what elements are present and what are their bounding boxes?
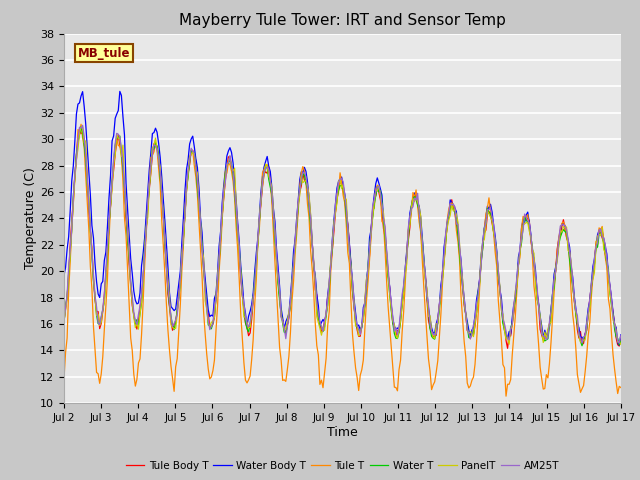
Water T bbox=[246, 322, 254, 327]
PanelT bbox=[246, 324, 254, 330]
Water T bbox=[589, 269, 596, 275]
Water T bbox=[228, 161, 236, 167]
Line: Water T: Water T bbox=[64, 126, 621, 346]
Line: Tule T: Tule T bbox=[64, 124, 621, 396]
Water T bbox=[255, 218, 263, 224]
Line: PanelT: PanelT bbox=[64, 127, 621, 344]
Tule T bbox=[255, 224, 263, 230]
Water Body T bbox=[616, 342, 623, 348]
PanelT bbox=[255, 214, 263, 220]
AM25T bbox=[588, 282, 595, 288]
Y-axis label: Temperature (C): Temperature (C) bbox=[24, 168, 37, 269]
Tule T bbox=[77, 121, 85, 127]
Tule T bbox=[589, 274, 596, 280]
Tule T bbox=[228, 168, 236, 174]
Tule T bbox=[246, 373, 254, 379]
Line: Tule Body T: Tule Body T bbox=[64, 129, 621, 348]
AM25T bbox=[60, 317, 68, 323]
Water Body T bbox=[255, 211, 263, 217]
Water Body T bbox=[60, 273, 68, 278]
PanelT bbox=[130, 313, 138, 319]
Water T bbox=[617, 338, 625, 344]
Tule T bbox=[617, 384, 625, 390]
AM25T bbox=[79, 122, 86, 128]
Water T bbox=[578, 343, 586, 348]
AM25T bbox=[617, 333, 625, 338]
Tule T bbox=[502, 393, 510, 399]
Water Body T bbox=[305, 195, 313, 201]
Tule Body T bbox=[246, 330, 254, 336]
Tule Body T bbox=[305, 198, 313, 204]
AM25T bbox=[246, 319, 254, 325]
Water Body T bbox=[588, 281, 595, 287]
Tule T bbox=[60, 376, 68, 382]
AM25T bbox=[305, 201, 313, 207]
Water T bbox=[77, 123, 85, 129]
PanelT bbox=[77, 124, 85, 130]
X-axis label: Time: Time bbox=[327, 426, 358, 439]
Tule Body T bbox=[130, 312, 138, 317]
Water Body T bbox=[130, 288, 138, 294]
Water Body T bbox=[116, 88, 124, 94]
PanelT bbox=[617, 341, 625, 347]
Tule T bbox=[305, 215, 313, 220]
Line: AM25T: AM25T bbox=[64, 125, 621, 343]
Water T bbox=[130, 313, 138, 319]
Water Body T bbox=[246, 309, 254, 314]
Tule T bbox=[130, 372, 138, 377]
Tule Body T bbox=[255, 216, 263, 222]
Water T bbox=[60, 320, 68, 325]
Water Body T bbox=[617, 332, 625, 338]
Legend: Tule Body T, Water Body T, Tule T, Water T, PanelT, AM25T: Tule Body T, Water Body T, Tule T, Water… bbox=[122, 456, 563, 475]
AM25T bbox=[616, 340, 623, 346]
PanelT bbox=[60, 318, 68, 324]
AM25T bbox=[228, 163, 236, 169]
PanelT bbox=[228, 164, 236, 169]
PanelT bbox=[588, 281, 595, 287]
AM25T bbox=[255, 215, 263, 221]
PanelT bbox=[305, 192, 313, 198]
Water Body T bbox=[228, 149, 236, 155]
Tule Body T bbox=[504, 346, 511, 351]
Tule Body T bbox=[228, 164, 236, 169]
Water T bbox=[305, 204, 313, 210]
Tule Body T bbox=[60, 318, 68, 324]
Line: Water Body T: Water Body T bbox=[64, 91, 621, 345]
AM25T bbox=[130, 310, 138, 315]
Tule Body T bbox=[617, 335, 625, 341]
Title: Mayberry Tule Tower: IRT and Sensor Temp: Mayberry Tule Tower: IRT and Sensor Temp bbox=[179, 13, 506, 28]
Text: MB_tule: MB_tule bbox=[78, 47, 131, 60]
Tule Body T bbox=[76, 126, 83, 132]
Tule Body T bbox=[589, 274, 596, 280]
